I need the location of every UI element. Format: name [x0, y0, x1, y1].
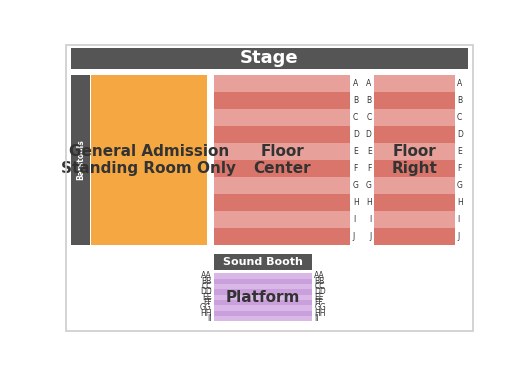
Bar: [374, 194, 455, 211]
Text: F: F: [457, 164, 461, 173]
Bar: [91, 75, 207, 245]
Text: B: B: [457, 96, 462, 105]
Text: H: H: [366, 198, 372, 207]
Bar: [214, 289, 312, 295]
Bar: [374, 109, 455, 126]
Bar: [214, 126, 351, 143]
Text: F: F: [367, 164, 372, 173]
Text: B: B: [366, 96, 372, 105]
Text: Floor
Right: Floor Right: [391, 144, 437, 176]
Text: GG: GG: [200, 304, 212, 312]
Text: F: F: [353, 164, 357, 173]
Text: C: C: [457, 113, 463, 122]
Bar: [214, 284, 312, 289]
Text: G: G: [353, 181, 359, 190]
Bar: [214, 316, 312, 321]
Bar: [214, 311, 312, 316]
Bar: [70, 48, 468, 69]
Text: A: A: [366, 79, 372, 88]
Bar: [70, 75, 90, 245]
Text: J: J: [457, 232, 459, 241]
Text: Barstools: Barstools: [76, 140, 85, 180]
Bar: [374, 126, 455, 143]
Bar: [374, 75, 455, 92]
Text: CC: CC: [314, 282, 325, 291]
Bar: [374, 143, 455, 160]
Bar: [214, 305, 312, 311]
Bar: [214, 273, 312, 279]
Text: E: E: [367, 147, 372, 156]
Bar: [214, 143, 351, 160]
Text: HH: HH: [314, 309, 326, 318]
Text: H: H: [457, 198, 463, 207]
Bar: [214, 211, 351, 228]
Text: HH: HH: [200, 309, 212, 318]
Text: AA: AA: [201, 272, 212, 280]
Text: D: D: [353, 130, 359, 139]
Text: CC: CC: [201, 282, 212, 291]
Text: DD: DD: [200, 288, 212, 296]
Text: II: II: [207, 314, 212, 323]
Text: DD: DD: [314, 288, 326, 296]
Bar: [374, 160, 455, 177]
Text: FF: FF: [314, 298, 323, 307]
Text: J: J: [353, 232, 355, 241]
Bar: [374, 92, 455, 109]
Bar: [214, 300, 312, 305]
Text: General Admission
Standing Room Only: General Admission Standing Room Only: [61, 144, 236, 176]
Bar: [214, 92, 351, 109]
Text: BB: BB: [202, 277, 212, 286]
Bar: [214, 160, 351, 177]
Text: Floor
Center: Floor Center: [254, 144, 311, 176]
Text: E: E: [353, 147, 358, 156]
Text: EE: EE: [202, 293, 212, 302]
Bar: [214, 279, 312, 284]
Bar: [214, 194, 351, 211]
Text: Platform: Platform: [226, 290, 300, 305]
Bar: [214, 254, 312, 270]
Text: I: I: [457, 215, 459, 224]
Text: C: C: [353, 113, 358, 122]
Text: B: B: [353, 96, 358, 105]
Bar: [374, 177, 455, 194]
Text: J: J: [370, 232, 372, 241]
Text: H: H: [353, 198, 359, 207]
Bar: [214, 295, 312, 300]
Bar: [214, 75, 351, 92]
Text: Sound Booth: Sound Booth: [223, 257, 303, 267]
Text: G: G: [457, 181, 463, 190]
Text: C: C: [366, 113, 372, 122]
Text: AA: AA: [314, 272, 325, 280]
Text: Stage: Stage: [240, 49, 298, 67]
Text: GG: GG: [314, 304, 326, 312]
Text: I: I: [370, 215, 372, 224]
Text: EE: EE: [314, 293, 324, 302]
Text: D: D: [457, 130, 463, 139]
Text: II: II: [314, 314, 319, 323]
Text: BB: BB: [314, 277, 324, 286]
Text: D: D: [366, 130, 372, 139]
Text: I: I: [353, 215, 355, 224]
Bar: [374, 228, 455, 245]
Text: E: E: [457, 147, 462, 156]
Bar: [214, 109, 351, 126]
Text: FF: FF: [203, 298, 212, 307]
Text: G: G: [366, 181, 372, 190]
Bar: [214, 228, 351, 245]
Text: A: A: [353, 79, 358, 88]
Bar: [374, 211, 455, 228]
Bar: [214, 177, 351, 194]
Text: A: A: [457, 79, 463, 88]
